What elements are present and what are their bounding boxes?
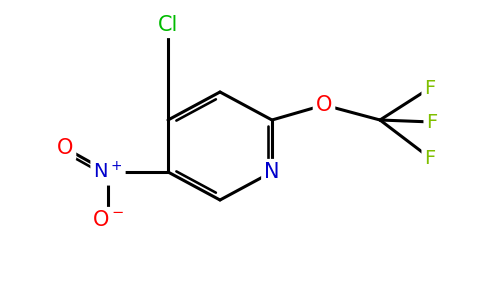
- Text: N$^+$: N$^+$: [93, 161, 123, 183]
- Text: O$^-$: O$^-$: [92, 210, 124, 230]
- Text: F: F: [424, 148, 436, 167]
- Text: F: F: [426, 112, 438, 131]
- Text: Cl: Cl: [158, 15, 178, 35]
- Text: N: N: [264, 162, 280, 182]
- Text: F: F: [424, 79, 436, 98]
- Text: O: O: [316, 95, 332, 115]
- Text: O: O: [57, 138, 73, 158]
